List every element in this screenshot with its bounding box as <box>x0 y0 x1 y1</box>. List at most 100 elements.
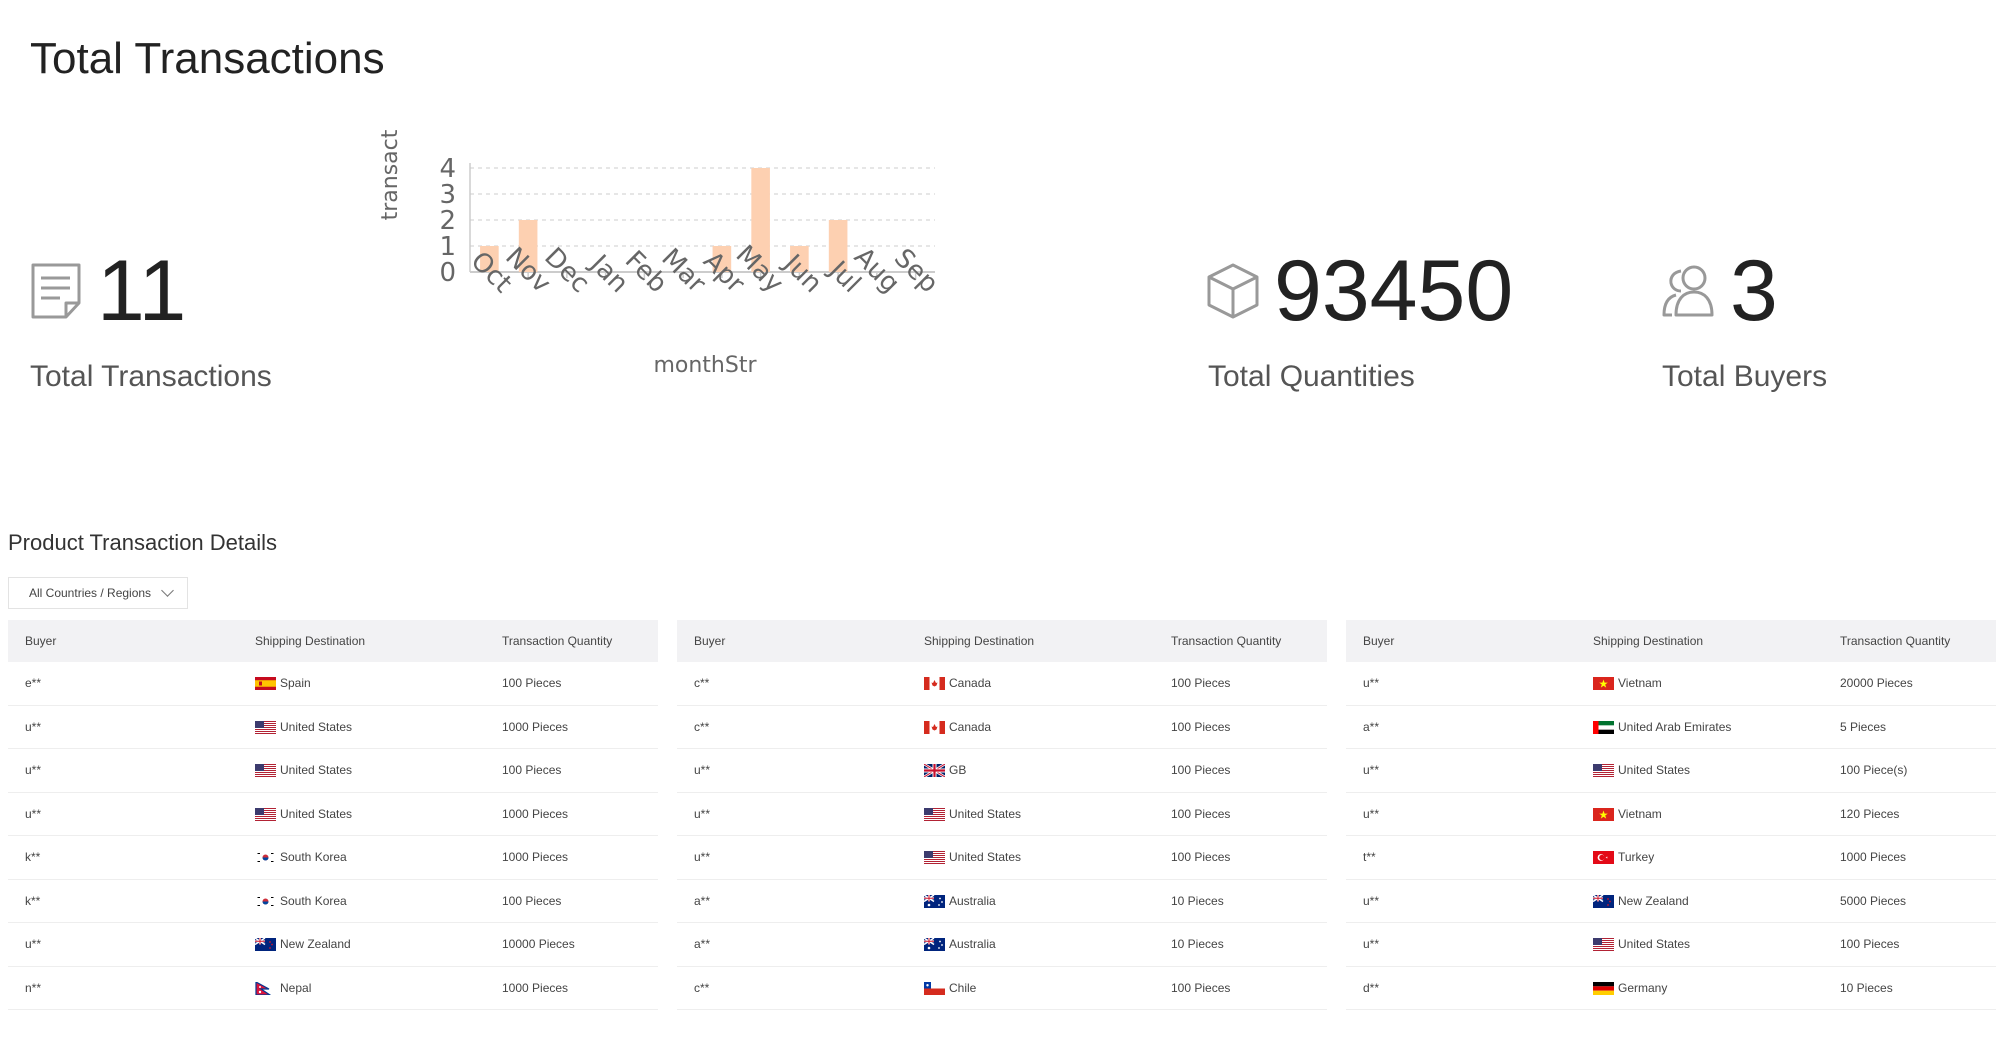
table-row: u** United States 100 Pieces <box>8 749 658 793</box>
flag-es-icon <box>255 676 276 691</box>
buyer-cell: k** <box>25 893 41 908</box>
flag-vn-icon <box>1593 676 1614 691</box>
flag-ca-icon <box>924 676 945 691</box>
table-row: c** Canada 100 Pieces <box>677 706 1327 749</box>
buyer-cell: u** <box>1363 893 1380 908</box>
table-row: c** Chile 100 Pieces <box>677 967 1327 1010</box>
table-row: u** United States 1000 Pieces <box>8 706 658 749</box>
table-row: k** South Korea 100 Pieces <box>8 880 658 923</box>
quantity-cell: 20000 Pieces <box>1840 676 1913 691</box>
x-tick-label: Jun <box>776 248 827 299</box>
destination-cell: United States <box>1593 937 1840 952</box>
quantity-cell: 10000 Pieces <box>502 937 575 952</box>
buyer-cell: u** <box>694 806 711 821</box>
flag-ae-icon <box>1593 720 1614 734</box>
destination-name: New Zealand <box>280 937 351 952</box>
destination-name: Australia <box>949 937 996 952</box>
quantity-cell: 1000 Pieces <box>1840 850 1907 865</box>
table-row: u** United States 1000 Pieces <box>8 793 658 836</box>
flag-us-icon <box>924 850 945 865</box>
destination-name: United Arab Emirates <box>1618 719 1732 734</box>
quantity-cell: 100 Pieces <box>1840 937 1900 952</box>
destination-name: United States <box>949 850 1022 865</box>
buyer-cell: u** <box>1363 676 1380 691</box>
buyer-cell: u** <box>25 719 42 734</box>
buyer-cell: c** <box>694 980 710 995</box>
flag-kr-icon <box>255 850 276 865</box>
destination-cell: Nepal <box>255 981 502 995</box>
stat-buyers-value: 3 <box>1730 243 1778 339</box>
flag-us-icon <box>1593 763 1614 778</box>
column-header: Buyer <box>694 634 726 648</box>
buyer-cell: u** <box>694 850 711 865</box>
table-header: Buyer Shipping Destination Transaction Qua… <box>677 620 1327 662</box>
destination-cell: United States <box>1593 763 1840 778</box>
destination-name: United States <box>949 806 1022 821</box>
destination-cell: Vietnam <box>1593 676 1840 691</box>
quantity-cell: 100 Pieces <box>502 676 562 691</box>
flag-us-icon <box>1593 937 1614 952</box>
table-row: k** South Korea 1000 Pieces <box>8 836 658 880</box>
flag-us-icon <box>255 720 276 734</box>
buyer-cell: n** <box>25 980 42 995</box>
flag-gb-icon <box>924 763 945 778</box>
quantity-cell: 5 Pieces <box>1840 719 1887 734</box>
table-row: e** Spain 100 Pieces <box>8 662 658 706</box>
stat-transactions-value: 11 <box>97 243 187 339</box>
destination-cell: GB <box>924 763 1171 778</box>
destination-name: Vietnam <box>1618 806 1662 821</box>
transaction-table-2: Buyer Shipping Destination Transaction Qua… <box>677 620 1327 1010</box>
flag-nz-icon <box>255 937 276 952</box>
flag-au-icon <box>924 937 945 952</box>
destination-cell: Vietnam <box>1593 807 1840 821</box>
buyer-cell: u** <box>25 806 42 821</box>
table-row: a** United Arab Emirates 5 Pieces <box>1346 706 1996 749</box>
destination-cell: Turkey <box>1593 850 1840 865</box>
buyer-cell: c** <box>694 719 710 734</box>
buyer-cell: u** <box>1363 937 1380 952</box>
quantity-cell: 1000 Pieces <box>502 719 569 734</box>
buyer-cell: c** <box>694 676 710 691</box>
destination-name: New Zealand <box>1618 893 1689 908</box>
destination-name: Turkey <box>1618 850 1655 865</box>
buyer-cell: u** <box>1363 806 1380 821</box>
quantity-cell: 100 Pieces <box>1171 719 1231 734</box>
quantity-cell: 1000 Pieces <box>502 806 569 821</box>
quantity-cell: 100 Pieces <box>1171 806 1231 821</box>
quantity-cell: 10 Pieces <box>1840 980 1893 995</box>
quantity-cell: 100 Pieces <box>1171 980 1231 995</box>
stat-quantities-label: Total Quantities <box>1208 360 1415 393</box>
quantity-cell: 100 Pieces <box>1171 763 1231 778</box>
transactions-chart: 01234OctNovDecJanFebMarAprMayJunJulAugSe… <box>378 129 944 378</box>
y-tick-label: 2 <box>439 206 456 236</box>
y-tick-label: 4 <box>439 154 456 184</box>
table-row: u** United States 100 Pieces <box>1346 923 1996 967</box>
section-title: Product Transaction Details <box>8 530 278 555</box>
destination-name: Australia <box>949 893 996 908</box>
transaction-table-1: Buyer Shipping Destination Transaction Qua… <box>8 620 658 1010</box>
buyer-cell: k** <box>25 850 41 865</box>
column-header: Shipping Destination <box>1593 634 1704 648</box>
destination-name: Nepal <box>280 980 312 995</box>
destination-name: Canada <box>949 676 992 691</box>
quantity-cell: 100 Pieces <box>502 763 562 778</box>
quantity-cell: 100 Pieces <box>502 893 562 908</box>
destination-name: United States <box>1618 763 1691 778</box>
stat-buyers-label: Total Buyers <box>1662 360 1828 393</box>
destination-cell: Germany <box>1593 981 1840 995</box>
flag-us-icon <box>255 807 276 821</box>
destination-cell: United States <box>255 720 502 734</box>
flag-ca-icon <box>924 720 945 734</box>
chevron-down-icon <box>161 584 174 597</box>
destination-cell: South Korea <box>255 850 502 865</box>
destination-cell: Canada <box>924 676 1171 691</box>
destination-name: GB <box>949 763 967 778</box>
destination-cell: New Zealand <box>255 937 502 952</box>
flag-au-icon <box>924 894 945 908</box>
users-icon <box>1662 265 1714 317</box>
flag-us-icon <box>924 807 945 821</box>
country-filter-select[interactable]: All Countries / Regions <box>8 577 188 609</box>
destination-name: South Korea <box>280 893 347 908</box>
quantity-cell: 100 Piece(s) <box>1840 763 1908 778</box>
destination-cell: New Zealand <box>1593 894 1840 908</box>
